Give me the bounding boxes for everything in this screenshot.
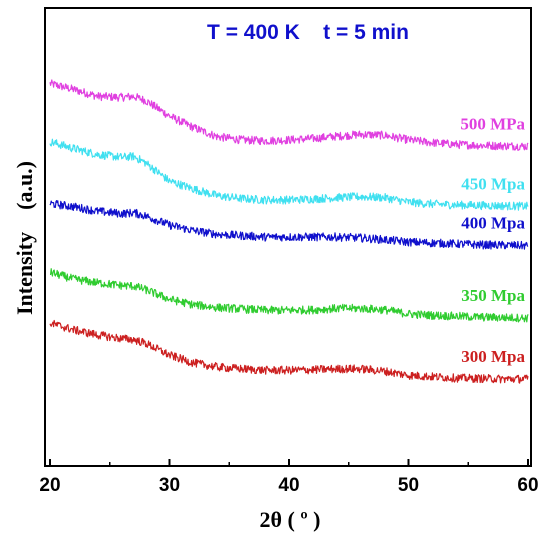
y-axis-title: Intensity (a.u.) [12,161,37,315]
x-tick-label: 50 [398,475,419,496]
x-tick-label: 30 [159,475,180,496]
series-line [49,138,529,211]
x-tick-label: 20 [39,475,60,496]
x-tick-label: 60 [517,475,538,496]
series-line [49,268,529,323]
x-axis-title: 2θ ( º ) [260,507,321,532]
series-line [49,319,529,384]
series-label: 450 Mpa [461,174,525,193]
series-line [49,79,529,151]
series-group: 500 MPa 450 Mpa 400 Mpa 350 Mpa 300 Mpa [49,79,529,384]
series-line [49,200,529,250]
series-label: 350 Mpa [461,286,525,305]
series-label: 400 Mpa [461,214,525,233]
chart-title: T = 400 K t = 5 min [207,21,409,44]
series-label: 300 Mpa [461,347,525,366]
x-axis: 20 30 40 50 60 [39,459,539,496]
x-tick-label: 40 [278,475,299,496]
series-label: 500 MPa [460,114,525,133]
